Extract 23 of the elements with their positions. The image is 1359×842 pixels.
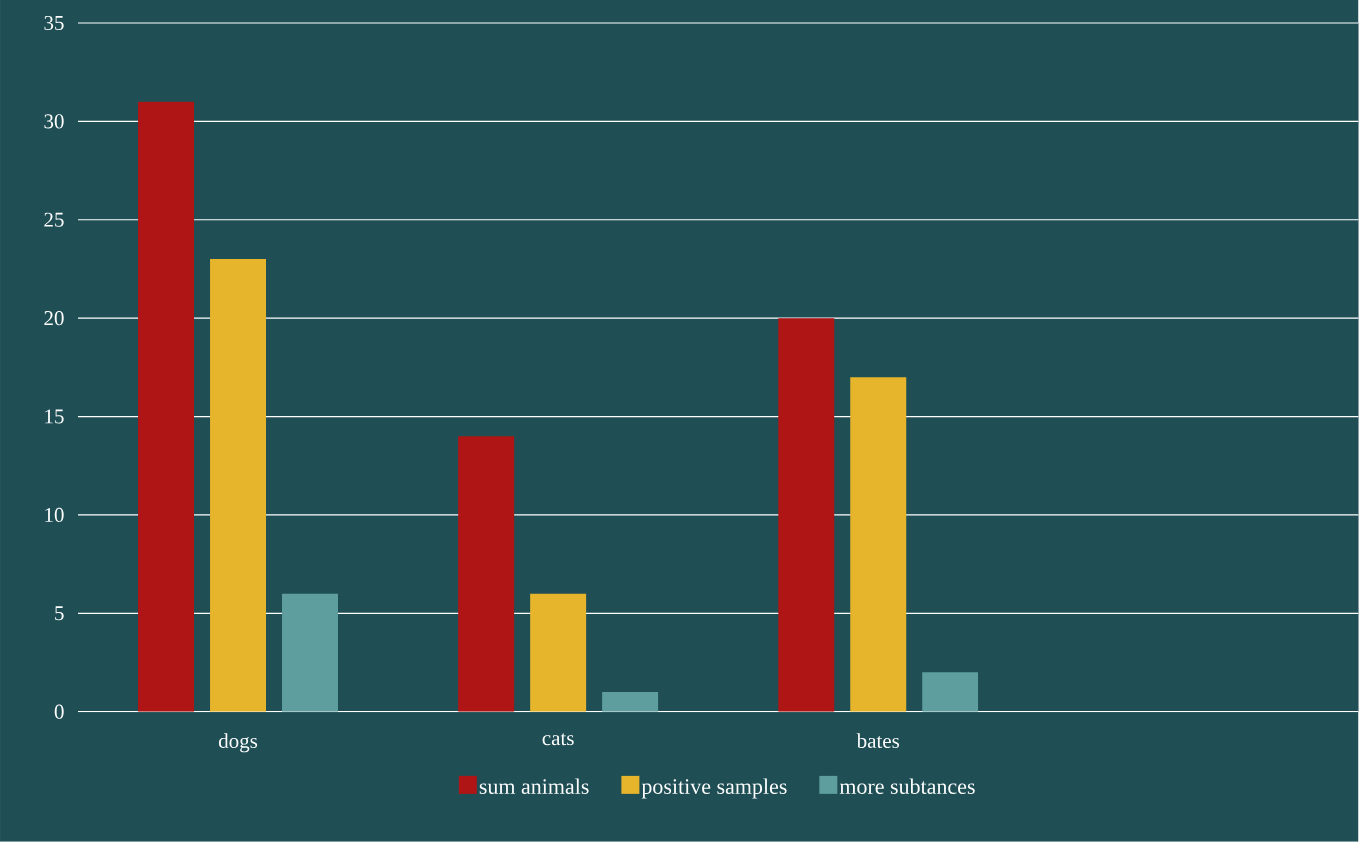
legend-label: sum animals <box>479 778 589 795</box>
bar <box>922 672 979 712</box>
y-tick-label: 0 <box>54 704 64 719</box>
bar <box>458 436 515 712</box>
y-tick-label: 5 <box>55 606 64 621</box>
bar <box>530 593 587 712</box>
bar <box>602 692 659 712</box>
bar <box>850 377 907 712</box>
bar <box>778 318 835 712</box>
x-tick-label: dogs <box>218 733 258 753</box>
bar <box>210 259 267 712</box>
legend-label: positive samples <box>641 778 787 799</box>
y-tick-label: 25 <box>44 212 64 227</box>
y-tick-label: 20 <box>44 311 64 326</box>
y-tick-label: 30 <box>44 114 64 129</box>
y-tick-label: 10 <box>45 508 64 523</box>
y-tick-label: 15 <box>45 409 64 424</box>
bar <box>282 593 338 712</box>
legend-label: more subtances <box>839 778 975 795</box>
x-tick-label: bates <box>856 733 900 749</box>
bar <box>138 101 195 712</box>
y-tick-label: 35 <box>44 16 64 31</box>
x-tick-label: cats <box>542 733 574 746</box>
